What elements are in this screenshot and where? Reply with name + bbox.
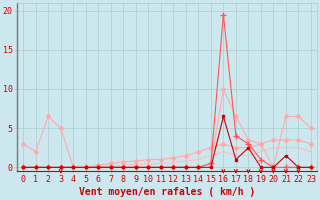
X-axis label: Vent moyen/en rafales ( km/h ): Vent moyen/en rafales ( km/h ) xyxy=(79,187,255,197)
